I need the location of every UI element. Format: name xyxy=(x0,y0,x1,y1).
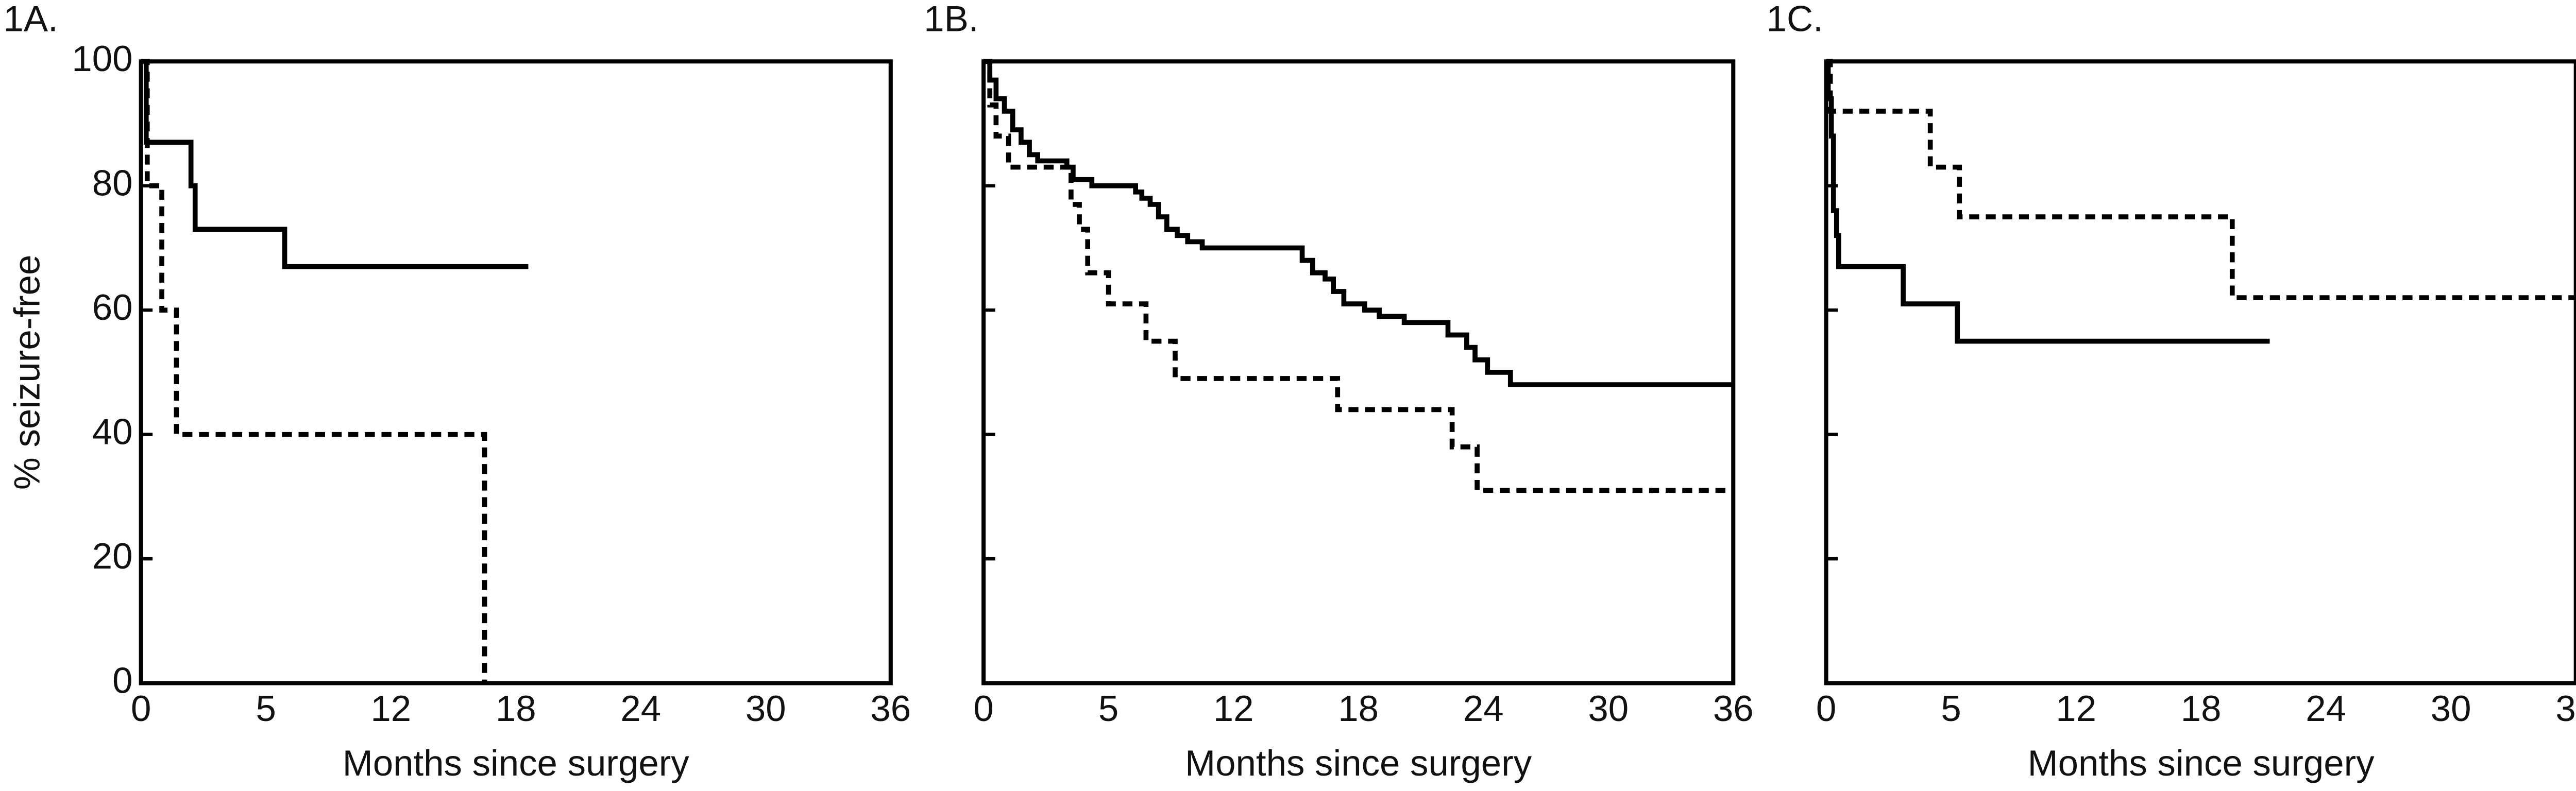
x-tick-label: 5 xyxy=(1941,689,1961,729)
x-tick-label: 0 xyxy=(131,689,151,729)
x-tick-label: 12 xyxy=(2056,689,2096,729)
survival-curve xyxy=(984,59,1734,493)
y-tick-label: 60 xyxy=(92,287,133,328)
x-axis-label: Months since surgery xyxy=(343,743,690,784)
x-tick-label: 5 xyxy=(1098,689,1118,729)
x-tick-label: 30 xyxy=(2431,689,2471,729)
x-tick-label: 30 xyxy=(745,689,786,729)
y-tick-label: 0 xyxy=(112,660,132,701)
x-tick-label: 24 xyxy=(1463,689,1504,729)
x-tick-label: 18 xyxy=(2181,689,2222,729)
plot-frame xyxy=(981,59,1736,685)
x-tick-label: 18 xyxy=(1338,689,1379,729)
x-tick-label: 36 xyxy=(870,689,911,729)
survival-curve xyxy=(141,59,529,269)
y-tick-label: 20 xyxy=(92,536,133,577)
x-tick-label: 18 xyxy=(496,689,536,729)
survival-curve xyxy=(1825,59,2270,344)
x-axis-label: Months since surgery xyxy=(1185,743,1532,784)
x-axis-label: Months since surgery xyxy=(2028,743,2375,784)
plot-frame xyxy=(1824,59,2576,685)
x-tick-label: 0 xyxy=(1816,689,1836,729)
survival-curve xyxy=(141,59,487,683)
x-tick-label: 30 xyxy=(1588,689,1629,729)
y-axis-label: % seizure-free xyxy=(7,255,48,490)
panel-title: 1A. xyxy=(3,0,58,40)
x-tick-label: 12 xyxy=(370,689,411,729)
plot-frame xyxy=(139,59,893,685)
survival-curve xyxy=(1826,59,2576,300)
y-tick-label: 100 xyxy=(72,39,132,79)
y-tick-label: 80 xyxy=(92,163,133,203)
x-tick-label: 0 xyxy=(973,689,993,729)
survival-curve xyxy=(984,59,1734,387)
x-tick-label: 24 xyxy=(2306,689,2346,729)
x-tick-label: 36 xyxy=(2555,689,2576,729)
panel-title: 1B. xyxy=(924,0,978,40)
y-tick-label: 40 xyxy=(92,411,133,452)
x-tick-label: 5 xyxy=(256,689,276,729)
x-tick-label: 36 xyxy=(1713,689,1754,729)
panel-title: 1C. xyxy=(1767,0,1823,40)
x-tick-label: 12 xyxy=(1213,689,1254,729)
x-tick-label: 24 xyxy=(620,689,661,729)
